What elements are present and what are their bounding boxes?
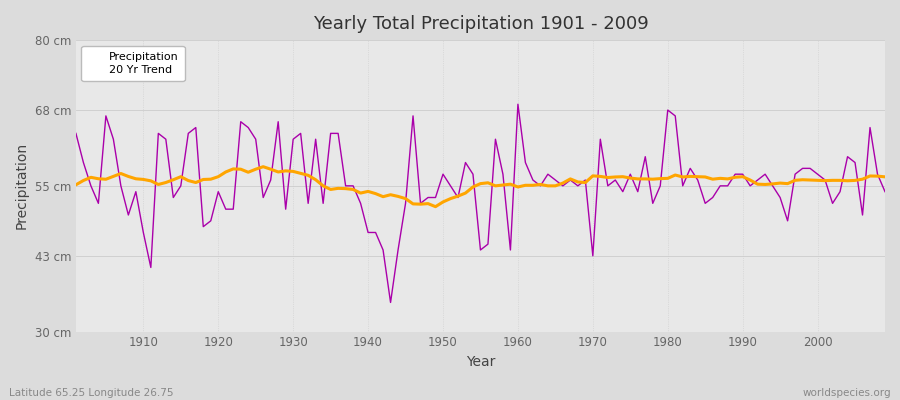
Legend: Precipitation, 20 Yr Trend: Precipitation, 20 Yr Trend (82, 46, 184, 81)
Line: 20 Yr Trend: 20 Yr Trend (76, 167, 885, 207)
Precipitation (520, 160, 531, 165)
Precipitation (340, 184, 351, 188)
Text: worldspecies.org: worldspecies.org (803, 388, 891, 398)
20 Yr Trend (302, 173, 313, 178)
Precipitation (295, 131, 306, 136)
20 Yr Trend (617, 174, 628, 179)
20 Yr Trend (430, 204, 441, 209)
Precipitation (879, 189, 890, 194)
Precipitation (70, 131, 81, 136)
20 Yr Trend (130, 176, 141, 181)
Precipitation (527, 178, 538, 182)
Title: Yearly Total Precipitation 1901 - 2009: Yearly Total Precipitation 1901 - 2009 (312, 15, 648, 33)
Precipitation (617, 189, 628, 194)
20 Yr Trend (879, 174, 890, 179)
Precipitation (512, 102, 523, 107)
20 Yr Trend (70, 182, 81, 187)
Y-axis label: Precipitation: Precipitation (15, 142, 29, 230)
X-axis label: Year: Year (466, 355, 495, 369)
20 Yr Trend (347, 187, 358, 192)
Text: Latitude 65.25 Longitude 26.75: Latitude 65.25 Longitude 26.75 (9, 388, 174, 398)
Precipitation (130, 189, 141, 194)
20 Yr Trend (257, 164, 268, 169)
Line: Precipitation: Precipitation (76, 104, 885, 302)
Precipitation (385, 300, 396, 305)
20 Yr Trend (527, 183, 538, 188)
20 Yr Trend (520, 183, 531, 188)
